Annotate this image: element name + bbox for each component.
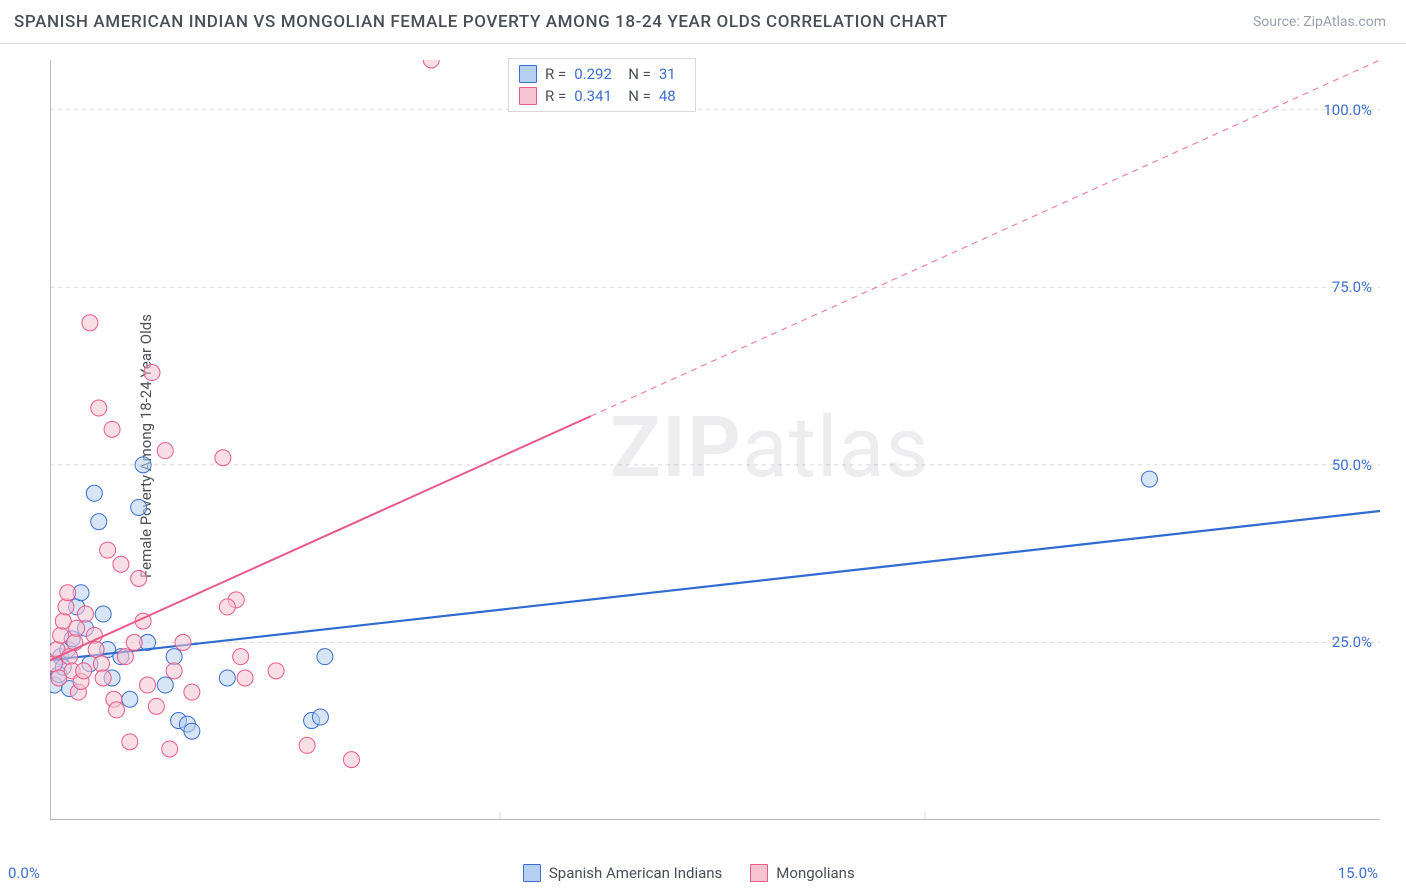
y-tick-label: 100.0% xyxy=(1323,101,1372,119)
legend-swatch xyxy=(519,65,537,83)
legend-n-label: N = xyxy=(628,85,651,107)
series-legend-item: Spanish American Indians xyxy=(523,864,722,882)
x-tick-max: 15.0% xyxy=(1338,864,1378,882)
legend-r-value: 0.292 xyxy=(574,63,620,85)
chart-plot-area: ZIPatlas R =0.292N =31R =0.341N =48 25.0… xyxy=(50,60,1380,820)
y-tick-label: 25.0% xyxy=(1332,633,1372,651)
correlation-legend-box: R = 0.292 N = 31 R = 0.341 N = 48 xyxy=(508,58,696,112)
series-legend-item: Mongolians xyxy=(750,864,854,882)
legend-n-value: 31 xyxy=(659,63,685,85)
y-tick-label: 50.0% xyxy=(1332,456,1372,474)
legend-swatch xyxy=(519,87,537,105)
chart-header: SPANISH AMERICAN INDIAN VS MONGOLIAN FEM… xyxy=(0,0,1406,44)
bottom-legend-bar: 0.0% Spanish American IndiansMongolians … xyxy=(0,854,1406,892)
chart-title: SPANISH AMERICAN INDIAN VS MONGOLIAN FEM… xyxy=(14,12,948,32)
legend-n-label: N = xyxy=(628,63,651,85)
scatter-chart xyxy=(50,60,1380,820)
legend-r-label: R = xyxy=(545,63,566,85)
correlation-legend-row: R = 0.341 N = 48 xyxy=(519,85,685,107)
legend-r-label: R = xyxy=(545,85,566,107)
chart-source: Source: ZipAtlas.com xyxy=(1253,14,1386,30)
correlation-legend-row: R = 0.292 N = 31 xyxy=(519,63,685,85)
series-legend: Spanish American Indians Mongolians xyxy=(523,864,855,882)
y-tick-label: 75.0% xyxy=(1332,278,1372,296)
legend-r-value: 0.341 xyxy=(574,85,620,107)
series-legend-label: Mongolians xyxy=(776,864,854,882)
legend-n-value: 48 xyxy=(659,85,685,107)
legend-swatch xyxy=(523,864,541,882)
x-tick-min: 0.0% xyxy=(8,864,40,882)
series-legend-label: Spanish American Indians xyxy=(549,864,722,882)
legend-swatch xyxy=(750,864,768,882)
